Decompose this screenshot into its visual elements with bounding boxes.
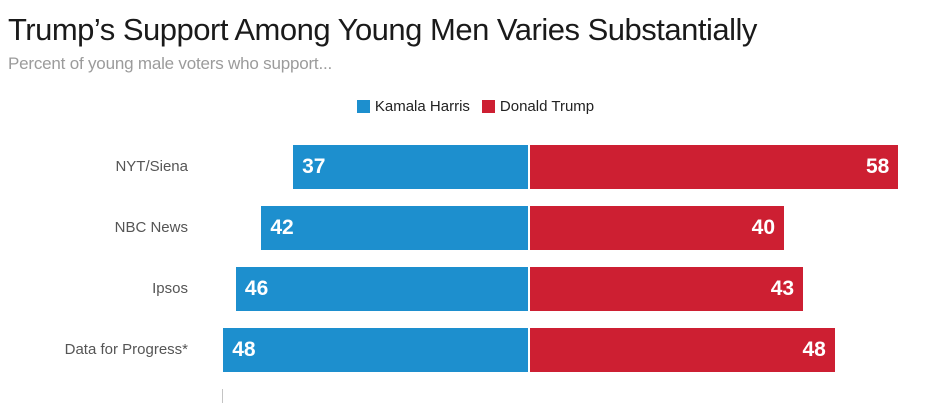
legend: Kamala Harris Donald Trump <box>0 98 951 115</box>
trump-bar-zone: 40 <box>528 205 951 250</box>
harris-bar-zone: 46 <box>205 266 528 311</box>
trump-swatch-icon <box>481 99 495 113</box>
category-label: NYT/Siena <box>115 158 188 176</box>
harris-value-label: 46 <box>244 276 269 300</box>
page-title: Trump’s Support Among Young Men Varies S… <box>8 12 757 47</box>
axis-tick <box>222 388 223 403</box>
bar-row: Data for Progress* 48 48 <box>0 327 951 372</box>
harris-value-label: 37 <box>302 154 326 178</box>
harris-bar: 48 <box>223 327 528 372</box>
page-subtitle: Percent of young male voters who support… <box>8 53 333 73</box>
category-label: NBC News <box>114 219 188 237</box>
trump-value-label: 40 <box>751 215 775 239</box>
harris-bar: 46 <box>235 266 528 311</box>
bar-chart: NYT/Siena 37 58 NBC News 42 40 <box>0 144 951 403</box>
harris-bar-zone: 37 <box>205 144 528 189</box>
bar-row: Ipsos 46 43 <box>0 266 951 311</box>
trump-bar: 43 <box>530 266 804 311</box>
trump-bar: 58 <box>530 144 899 189</box>
harris-value-label: 48 <box>232 337 256 361</box>
harris-bar: 42 <box>261 205 528 250</box>
trump-bar: 40 <box>530 205 784 250</box>
trump-value-label: 58 <box>865 154 890 178</box>
harris-bar-zone: 48 <box>205 327 528 372</box>
legend-item-harris: Kamala Harris <box>356 97 470 115</box>
trump-value-label: 48 <box>802 337 826 361</box>
chart-header: Trump’s Support Among Young Men Varies S… <box>0 0 951 74</box>
category-label: Data for Progress* <box>64 341 188 359</box>
legend-item-trump: Donald Trump <box>481 97 595 115</box>
bar-row: NBC News 42 40 <box>0 205 951 250</box>
category-label: Ipsos <box>152 280 188 298</box>
legend-label-harris: Kamala Harris <box>374 97 470 115</box>
legend-label-trump: Donald Trump <box>499 97 595 115</box>
trump-value-label: 43 <box>770 276 795 300</box>
trump-bar-zone: 43 <box>528 266 951 311</box>
harris-bar: 37 <box>293 144 528 189</box>
harris-swatch-icon <box>356 99 370 113</box>
trump-bar-zone: 58 <box>528 144 951 189</box>
bar-row: NYT/Siena 37 58 <box>0 144 951 189</box>
harris-bar-zone: 42 <box>205 205 528 250</box>
harris-value-label: 42 <box>270 215 294 239</box>
trump-bar: 48 <box>530 327 835 372</box>
trump-bar-zone: 48 <box>528 327 951 372</box>
